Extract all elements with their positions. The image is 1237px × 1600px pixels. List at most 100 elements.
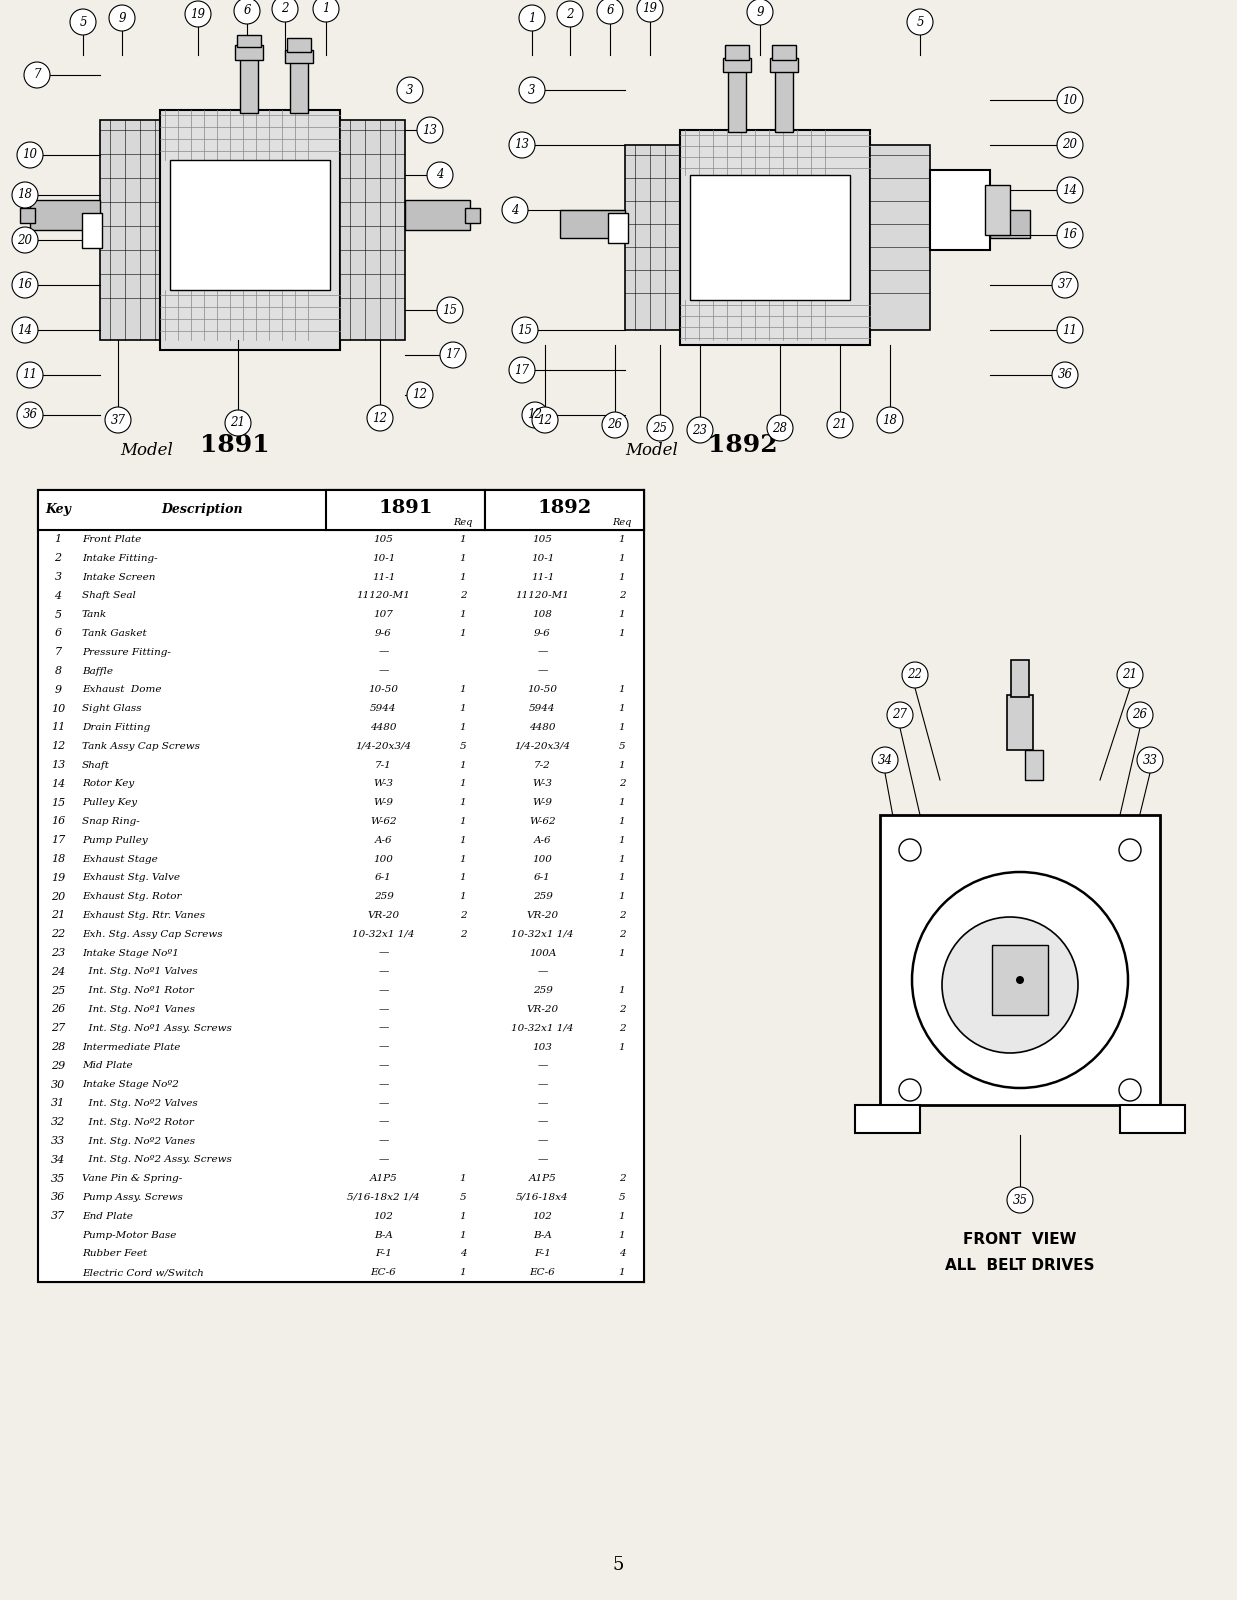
Text: 11-1: 11-1	[372, 573, 395, 581]
Text: 4: 4	[54, 590, 62, 600]
Text: 6-1: 6-1	[534, 874, 550, 882]
Bar	[1011, 659, 1029, 698]
Text: 1/4-20x3/4: 1/4-20x3/4	[515, 742, 570, 750]
Text: —: —	[379, 1099, 388, 1107]
Circle shape	[186, 2, 212, 27]
Text: 1: 1	[460, 704, 466, 714]
Text: Electric Cord w/Switch: Electric Cord w/Switch	[82, 1269, 204, 1277]
Text: 26: 26	[51, 1005, 66, 1014]
Circle shape	[1127, 702, 1153, 728]
Text: 5: 5	[917, 16, 924, 29]
Text: 1: 1	[460, 760, 466, 770]
Bar	[38, 490, 644, 530]
Text: —: —	[379, 667, 388, 675]
Bar	[404, 200, 470, 230]
Circle shape	[747, 0, 773, 26]
Text: 1: 1	[618, 534, 626, 544]
Text: 2: 2	[618, 592, 626, 600]
Text: 6: 6	[54, 629, 62, 638]
Circle shape	[902, 662, 928, 688]
Circle shape	[887, 702, 913, 728]
Text: 10-32x1 1/4: 10-32x1 1/4	[511, 930, 574, 939]
Text: 1: 1	[323, 3, 330, 16]
Text: 259: 259	[374, 893, 393, 901]
Text: —: —	[537, 968, 548, 976]
Text: Exhaust  Dome: Exhaust Dome	[82, 685, 162, 694]
Text: 7-2: 7-2	[534, 760, 550, 770]
Circle shape	[437, 298, 463, 323]
Text: 1: 1	[618, 986, 626, 995]
Text: Model: Model	[625, 442, 678, 459]
Text: Tank Gasket: Tank Gasket	[82, 629, 147, 638]
Text: 35: 35	[51, 1174, 66, 1184]
Text: 259: 259	[533, 986, 553, 995]
Bar	[560, 210, 625, 238]
Circle shape	[899, 838, 922, 861]
Text: Exhaust Stg. Rtr. Vanes: Exhaust Stg. Rtr. Vanes	[82, 910, 205, 920]
Text: 102: 102	[374, 1211, 393, 1221]
Text: W-62: W-62	[529, 818, 555, 826]
Text: 7: 7	[33, 69, 41, 82]
Circle shape	[1016, 976, 1024, 984]
Text: 6: 6	[606, 5, 614, 18]
Text: —: —	[537, 1118, 548, 1126]
Text: 5: 5	[54, 610, 62, 619]
Text: 20: 20	[17, 234, 32, 246]
Text: 1: 1	[618, 629, 626, 638]
Text: 1: 1	[460, 723, 466, 731]
Circle shape	[12, 272, 38, 298]
Text: 8: 8	[54, 666, 62, 675]
Circle shape	[597, 0, 623, 24]
Text: 1: 1	[618, 573, 626, 581]
Text: 11: 11	[51, 723, 66, 733]
Circle shape	[105, 406, 131, 434]
Text: 3: 3	[54, 573, 62, 582]
Text: Req: Req	[612, 518, 632, 528]
Text: 13: 13	[423, 123, 438, 136]
Text: W-9: W-9	[374, 798, 393, 806]
Text: Pressure Fitting-: Pressure Fitting-	[82, 648, 171, 656]
Circle shape	[24, 62, 49, 88]
Text: 10: 10	[51, 704, 66, 714]
Text: 10-50: 10-50	[527, 685, 558, 694]
Circle shape	[1056, 178, 1084, 203]
Text: 1: 1	[460, 629, 466, 638]
Text: 18: 18	[17, 189, 32, 202]
Text: 34: 34	[51, 1155, 66, 1165]
Text: 1: 1	[618, 685, 626, 694]
Text: 2: 2	[567, 8, 574, 21]
Circle shape	[637, 0, 663, 22]
Text: Exhaust Stg. Valve: Exhaust Stg. Valve	[82, 874, 181, 882]
Circle shape	[12, 227, 38, 253]
Bar	[160, 110, 340, 350]
Text: 14: 14	[17, 323, 32, 336]
Text: 1: 1	[618, 1043, 626, 1051]
Text: —: —	[379, 1024, 388, 1032]
Text: 1: 1	[618, 1269, 626, 1277]
Circle shape	[512, 317, 538, 342]
Circle shape	[1119, 838, 1141, 861]
Text: 10-50: 10-50	[369, 685, 398, 694]
Text: 11120-M1: 11120-M1	[516, 592, 569, 600]
Bar	[485, 490, 644, 530]
Text: 1: 1	[460, 1230, 466, 1240]
Circle shape	[877, 406, 903, 434]
Text: 9: 9	[756, 5, 763, 19]
Text: F-1: F-1	[375, 1250, 392, 1258]
Circle shape	[440, 342, 466, 368]
Text: 4480: 4480	[529, 723, 555, 731]
Text: Tank: Tank	[82, 610, 108, 619]
Text: Mid Plate: Mid Plate	[82, 1061, 132, 1070]
Text: 1: 1	[460, 835, 466, 845]
Text: 5: 5	[460, 1194, 466, 1202]
Bar	[985, 186, 1009, 235]
Text: 1892: 1892	[537, 499, 591, 517]
Text: 25: 25	[51, 986, 66, 995]
Text: 15: 15	[51, 798, 66, 808]
Text: 4: 4	[460, 1250, 466, 1258]
Text: FRONT  VIEW: FRONT VIEW	[964, 1232, 1076, 1248]
Text: 100: 100	[374, 854, 393, 864]
Text: 10-32x1 1/4: 10-32x1 1/4	[353, 930, 414, 939]
Text: 1: 1	[618, 1211, 626, 1221]
Text: Pump Pulley: Pump Pulley	[82, 835, 147, 845]
